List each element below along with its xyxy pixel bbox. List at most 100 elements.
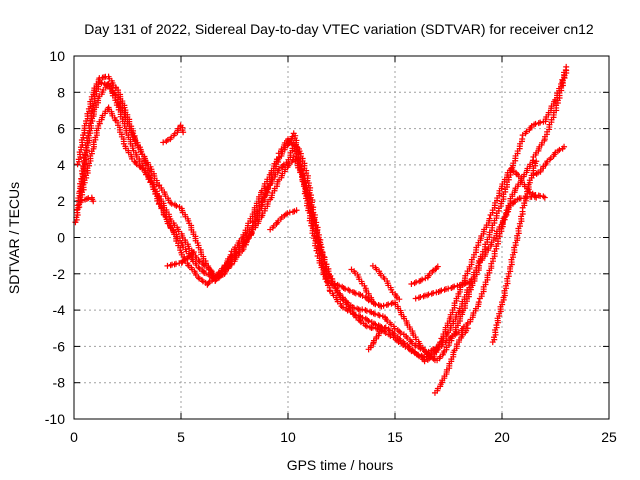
data-point	[395, 339, 402, 346]
data-point	[385, 301, 392, 308]
data-point	[430, 345, 437, 352]
plot-frame	[73, 55, 610, 420]
data-point	[382, 329, 389, 336]
series-fragment-e	[348, 266, 377, 306]
data-point	[177, 247, 184, 254]
y-tick-label: 4	[57, 157, 65, 173]
y-axis-label: SDTVAR / TECUs	[6, 182, 22, 294]
data-point	[397, 329, 404, 336]
data-point	[438, 287, 445, 294]
data-point	[415, 352, 422, 359]
data-point	[362, 294, 369, 301]
y-tick-label: -6	[53, 338, 66, 354]
data-point	[198, 276, 205, 283]
y-tick-label: 0	[57, 230, 65, 246]
data-point	[563, 63, 570, 70]
series-fragment-b	[160, 122, 187, 146]
series-fragment-l	[530, 143, 568, 179]
data-point	[417, 294, 424, 301]
y-tick-label: 6	[57, 121, 65, 137]
data-point	[363, 307, 370, 314]
data-point	[380, 302, 387, 309]
data-point	[346, 287, 353, 294]
series-fragment-i	[412, 278, 473, 302]
data-point	[350, 304, 357, 311]
series-fragment-d	[267, 207, 300, 233]
data-point	[354, 305, 361, 312]
data-point	[325, 279, 332, 286]
y-tick-label: 10	[49, 48, 65, 64]
x-tick-label: 15	[387, 429, 403, 445]
y-tick-label: -4	[53, 302, 66, 318]
data-point	[425, 291, 432, 298]
data-point	[199, 278, 206, 285]
data-point	[466, 278, 473, 285]
data-point	[98, 80, 105, 87]
data-point	[78, 197, 85, 204]
y-tick-label: 2	[57, 193, 65, 209]
data-point	[533, 158, 540, 165]
data-point	[359, 292, 366, 299]
data-point	[162, 213, 169, 220]
data-point	[352, 290, 359, 297]
data-point	[180, 129, 187, 136]
series-fragment-a	[78, 194, 97, 205]
data-point	[486, 215, 493, 222]
data-point	[535, 120, 542, 127]
data-point	[541, 194, 548, 201]
data-point	[362, 307, 369, 314]
x-tick-label: 20	[494, 429, 510, 445]
data-point	[394, 327, 401, 334]
data-point	[168, 200, 175, 207]
data-point	[475, 299, 482, 306]
data-point	[510, 199, 517, 206]
data-point	[342, 285, 349, 292]
data-point	[173, 202, 180, 209]
data-point	[167, 262, 174, 269]
data-point	[387, 332, 394, 339]
series-fragment-j	[431, 325, 471, 396]
data-point	[530, 172, 537, 179]
data-point	[112, 116, 119, 123]
data-point	[186, 253, 193, 260]
y-tick-label: 8	[57, 84, 65, 100]
grid	[74, 56, 609, 419]
y-tick-label: -8	[53, 375, 66, 391]
data-point	[372, 311, 379, 318]
data-point	[445, 285, 452, 292]
data-point	[375, 311, 382, 318]
data-point	[372, 321, 379, 328]
series-fragment-g	[365, 325, 386, 353]
data-point	[391, 325, 398, 332]
x-tick-label: 10	[280, 429, 296, 445]
data-point	[365, 317, 372, 324]
data-point	[434, 263, 441, 270]
data-point	[322, 263, 329, 270]
data-point	[388, 300, 395, 307]
data-point	[359, 306, 366, 313]
data-point	[196, 275, 203, 282]
data-point	[451, 283, 458, 290]
data-point	[184, 262, 191, 269]
data-point	[533, 194, 540, 201]
data-point	[369, 324, 376, 331]
data-point	[537, 119, 544, 126]
data-point	[441, 286, 448, 293]
x-tick-label: 25	[601, 429, 617, 445]
x-tick-label: 0	[70, 429, 78, 445]
data-point	[396, 296, 403, 303]
data-point	[413, 279, 420, 286]
chart-title: Day 131 of 2022, Sidereal Day-to-day VTE…	[84, 21, 594, 37]
data-point	[423, 353, 430, 360]
data-point	[436, 288, 443, 295]
data-point	[379, 325, 386, 332]
data-point	[90, 198, 97, 205]
data-point	[376, 312, 383, 319]
data-point	[449, 333, 456, 340]
data-point	[540, 193, 547, 200]
series-fragment-c	[164, 249, 197, 269]
data-point	[205, 280, 212, 287]
y-tick-label: -2	[53, 266, 66, 282]
data-point	[415, 294, 422, 301]
